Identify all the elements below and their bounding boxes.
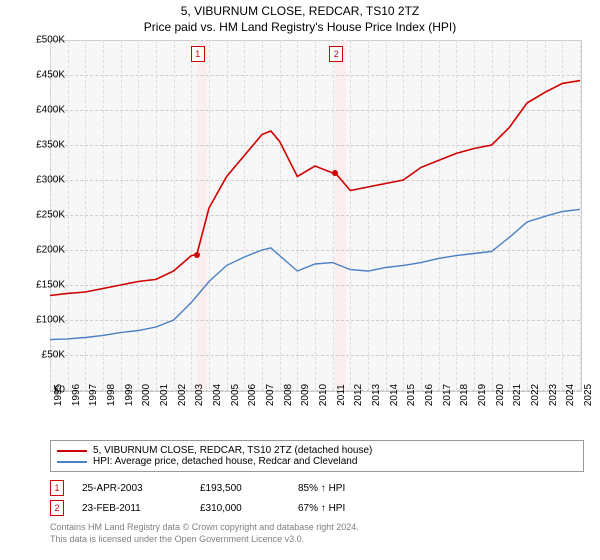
series-property [50, 81, 580, 296]
y-axis-label: £400K [20, 105, 65, 116]
event-pct: 67% ↑ HPI [298, 503, 398, 514]
x-axis-label: 2017 [442, 384, 453, 406]
y-axis-label: £250K [20, 210, 65, 221]
x-axis-label: 2019 [477, 384, 488, 406]
x-axis-label: 2018 [459, 384, 470, 406]
event-pct: 85% ↑ HPI [298, 483, 398, 494]
footer-line2: This data is licensed under the Open Gov… [50, 534, 359, 546]
event-marker-icon: 2 [50, 500, 64, 516]
legend-label: HPI: Average price, detached house, Redc… [93, 456, 357, 467]
legend-item: HPI: Average price, detached house, Redc… [57, 456, 577, 467]
y-axis-label: £350K [20, 140, 65, 151]
x-axis-label: 2002 [177, 384, 188, 406]
x-axis-label: 1998 [106, 384, 117, 406]
x-axis-label: 2010 [318, 384, 329, 406]
x-axis-label: 2000 [141, 384, 152, 406]
y-axis-label: £450K [20, 70, 65, 81]
legend-swatch [57, 461, 87, 463]
grid-line-v [580, 40, 581, 390]
y-axis-label: £300K [20, 175, 65, 186]
x-axis-label: 2021 [512, 384, 523, 406]
y-axis-label: £500K [20, 35, 65, 46]
event-row: 2 23-FEB-2011 £310,000 67% ↑ HPI [50, 500, 580, 516]
x-axis-label: 2003 [194, 384, 205, 406]
y-axis-label: £150K [20, 280, 65, 291]
y-axis-label: £50K [20, 350, 65, 361]
x-axis-label: 2014 [389, 384, 400, 406]
footer-line1: Contains HM Land Registry data © Crown c… [50, 522, 359, 534]
title-address: 5, VIBURNUM CLOSE, REDCAR, TS10 2TZ [0, 4, 600, 18]
event-marker-2: 2 [329, 46, 343, 62]
x-axis-label: 2011 [336, 384, 347, 406]
event-price: £193,500 [200, 483, 280, 494]
x-axis-label: 1995 [53, 384, 64, 406]
x-axis-label: 2020 [495, 384, 506, 406]
x-axis-label: 1997 [88, 384, 99, 406]
chart-area: 12 [50, 40, 580, 390]
x-axis-label: 2016 [424, 384, 435, 406]
event-price: £310,000 [200, 503, 280, 514]
y-axis-label: £100K [20, 315, 65, 326]
sale-point [194, 252, 200, 258]
x-axis-label: 2015 [406, 384, 417, 406]
title-block: 5, VIBURNUM CLOSE, REDCAR, TS10 2TZ Pric… [0, 0, 600, 34]
x-axis-label: 2022 [530, 384, 541, 406]
chart-container: 5, VIBURNUM CLOSE, REDCAR, TS10 2TZ Pric… [0, 0, 600, 560]
footer-attribution: Contains HM Land Registry data © Crown c… [50, 522, 359, 545]
x-axis-label: 2008 [283, 384, 294, 406]
event-date: 23-FEB-2011 [82, 503, 182, 514]
x-axis-label: 2001 [159, 384, 170, 406]
legend: 5, VIBURNUM CLOSE, REDCAR, TS10 2TZ (det… [50, 440, 584, 472]
legend-label: 5, VIBURNUM CLOSE, REDCAR, TS10 2TZ (det… [93, 445, 372, 456]
x-axis-label: 2013 [371, 384, 382, 406]
x-axis-label: 2004 [212, 384, 223, 406]
y-axis-label: £200K [20, 245, 65, 256]
x-axis-label: 2025 [583, 384, 594, 406]
event-row: 1 25-APR-2003 £193,500 85% ↑ HPI [50, 480, 580, 496]
x-axis-label: 2012 [353, 384, 364, 406]
x-axis-label: 2005 [230, 384, 241, 406]
series-hpi [50, 209, 580, 339]
x-axis-label: 1999 [124, 384, 135, 406]
title-subtitle: Price paid vs. HM Land Registry's House … [0, 20, 600, 34]
x-axis-label: 1996 [71, 384, 82, 406]
event-marker-icon: 1 [50, 480, 64, 496]
x-axis-label: 2007 [265, 384, 276, 406]
legend-swatch [57, 450, 87, 452]
line-series-svg [50, 40, 580, 390]
x-axis-label: 2009 [300, 384, 311, 406]
x-axis-label: 2006 [247, 384, 258, 406]
x-axis-label: 2024 [565, 384, 576, 406]
sale-point [332, 170, 338, 176]
legend-item: 5, VIBURNUM CLOSE, REDCAR, TS10 2TZ (det… [57, 445, 577, 456]
events-table: 1 25-APR-2003 £193,500 85% ↑ HPI 2 23-FEB-201… [50, 480, 580, 520]
event-date: 25-APR-2003 [82, 483, 182, 494]
x-axis-label: 2023 [548, 384, 559, 406]
event-marker-1: 1 [191, 46, 205, 62]
